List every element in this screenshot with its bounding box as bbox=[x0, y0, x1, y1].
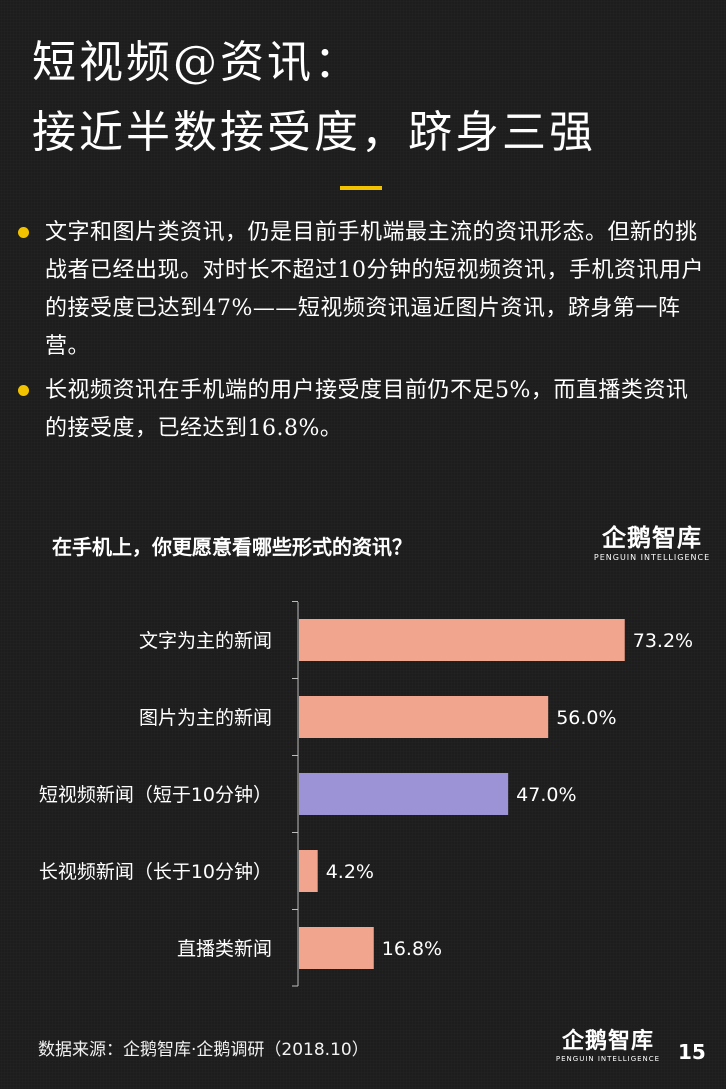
bullet-text: 文字和图片类资讯，仍是目前手机端最主流的资讯形态。但新的挑战者已经出现。对时长不… bbox=[45, 220, 704, 359]
title-line-2: 接近半数接受度，跻身三强 bbox=[32, 107, 596, 158]
value-label: 47.0% bbox=[516, 784, 576, 806]
title-line-1: 短视频@资讯： bbox=[32, 37, 361, 88]
penguin-intelligence-logo-footer: 企鹅智库 PENGUIN INTELLIGENCE bbox=[552, 1030, 664, 1064]
value-label: 56.0% bbox=[556, 707, 616, 729]
value-label: 4.2% bbox=[326, 861, 374, 883]
penguin-intelligence-logo: 企鹅智库 PENGUIN INTELLIGENCE bbox=[588, 524, 716, 564]
chart-question: 在手机上，你更愿意看哪些形式的资讯？ bbox=[52, 535, 412, 559]
page-number: 15 bbox=[678, 1040, 706, 1064]
value-label: 16.8% bbox=[382, 938, 442, 960]
bar bbox=[299, 927, 374, 969]
title-underline bbox=[340, 186, 382, 190]
logo-mark: 企鹅智库 bbox=[561, 1029, 654, 1054]
bar-chart: 文字为主的新闻 73.2% 图片为主的新闻 56.0% 短视频新闻（短于10分钟） 47.… bbox=[39, 601, 693, 987]
bullet-dot-icon bbox=[18, 227, 29, 238]
bar bbox=[299, 619, 625, 661]
category-label: 图片为主的新闻 bbox=[139, 707, 272, 729]
bar bbox=[299, 773, 509, 815]
category-label: 直播类新闻 bbox=[177, 938, 272, 960]
bar bbox=[299, 850, 318, 892]
logo-subtitle: PENGUIN INTELLIGENCE bbox=[593, 553, 711, 562]
bullet-dot-icon bbox=[18, 385, 29, 396]
category-label: 长视频新闻（长于10分钟） bbox=[39, 861, 272, 883]
data-source: 数据来源：企鹅智库·企鹅调研（2018.10） bbox=[38, 1040, 369, 1060]
value-label: 73.2% bbox=[633, 630, 693, 652]
logo-subtitle: PENGUIN INTELLIGENCE bbox=[555, 1055, 661, 1063]
bullet-item: 长视频资讯在手机端的用户接受度目前仍不足5%，而直播类资讯的接受度，已经达到16… bbox=[18, 372, 708, 448]
bullet-text: 长视频资讯在手机端的用户接受度目前仍不足5%，而直播类资讯的接受度，已经达到16… bbox=[45, 378, 689, 441]
logo-mark: 企鹅智库 bbox=[602, 524, 702, 552]
category-label: 文字为主的新闻 bbox=[139, 630, 272, 652]
bullet-item: 文字和图片类资讯，仍是目前手机端最主流的资讯形态。但新的挑战者已经出现。对时长不… bbox=[18, 214, 708, 366]
slide-title: 短视频@资讯： 接近半数接受度，跻身三强 bbox=[32, 28, 596, 168]
bullet-list: 文字和图片类资讯，仍是目前手机端最主流的资讯形态。但新的挑战者已经出现。对时长不… bbox=[18, 214, 708, 454]
category-label: 短视频新闻（短于10分钟） bbox=[39, 784, 272, 806]
bar bbox=[299, 696, 549, 738]
